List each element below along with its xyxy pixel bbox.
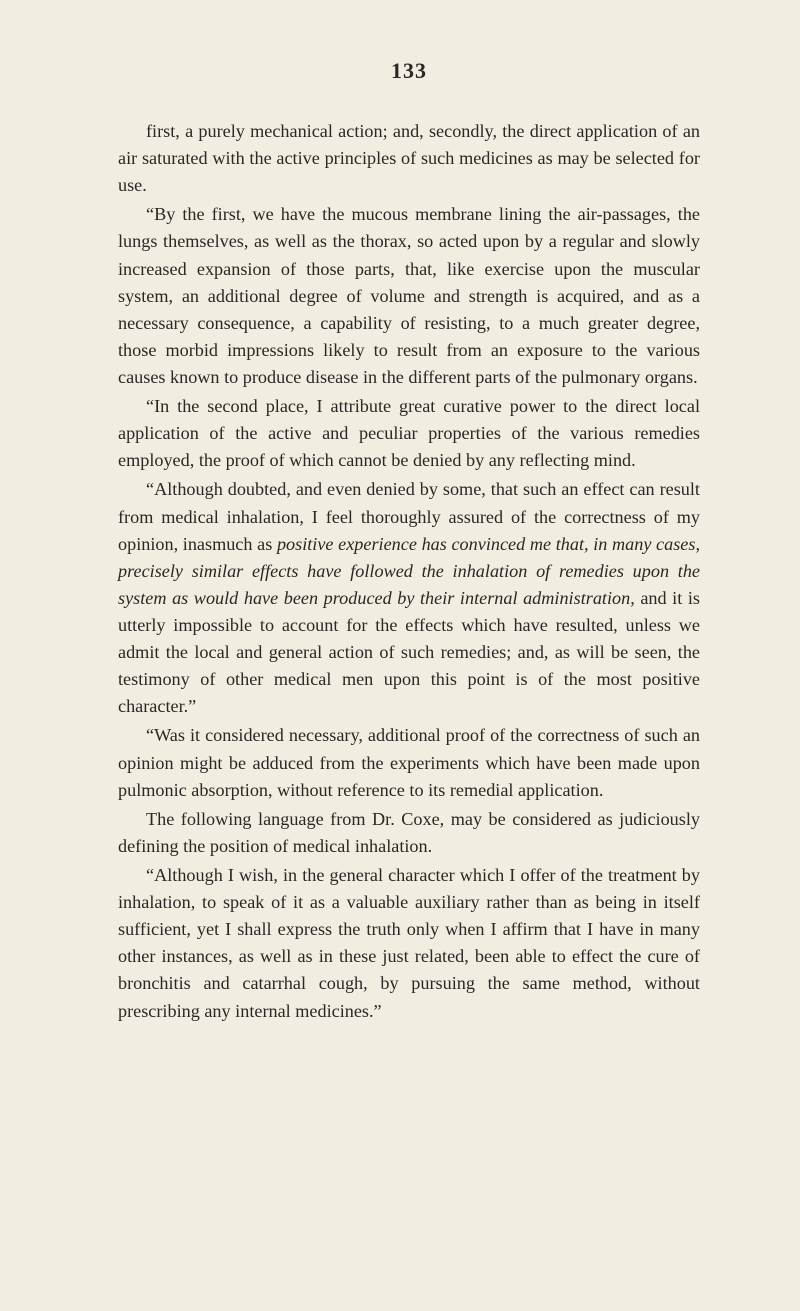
- paragraph-7: “Although I wish, in the general charact…: [118, 862, 700, 1025]
- page-number: 133: [118, 58, 700, 84]
- paragraph-5: “Was it considered necessary, additional…: [118, 722, 700, 803]
- paragraph-1: first, a purely mechanical action; and, …: [118, 118, 700, 199]
- paragraph-6: The following language from Dr. Coxe, ma…: [118, 806, 700, 860]
- paragraph-4: “Although doubted, and even denied by so…: [118, 476, 700, 720]
- paragraph-2: “By the first, we have the mucous membra…: [118, 201, 700, 391]
- document-page: 133 first, a purely mechanical action; a…: [0, 0, 800, 1311]
- paragraph-3: “In the second place, I attribute great …: [118, 393, 700, 474]
